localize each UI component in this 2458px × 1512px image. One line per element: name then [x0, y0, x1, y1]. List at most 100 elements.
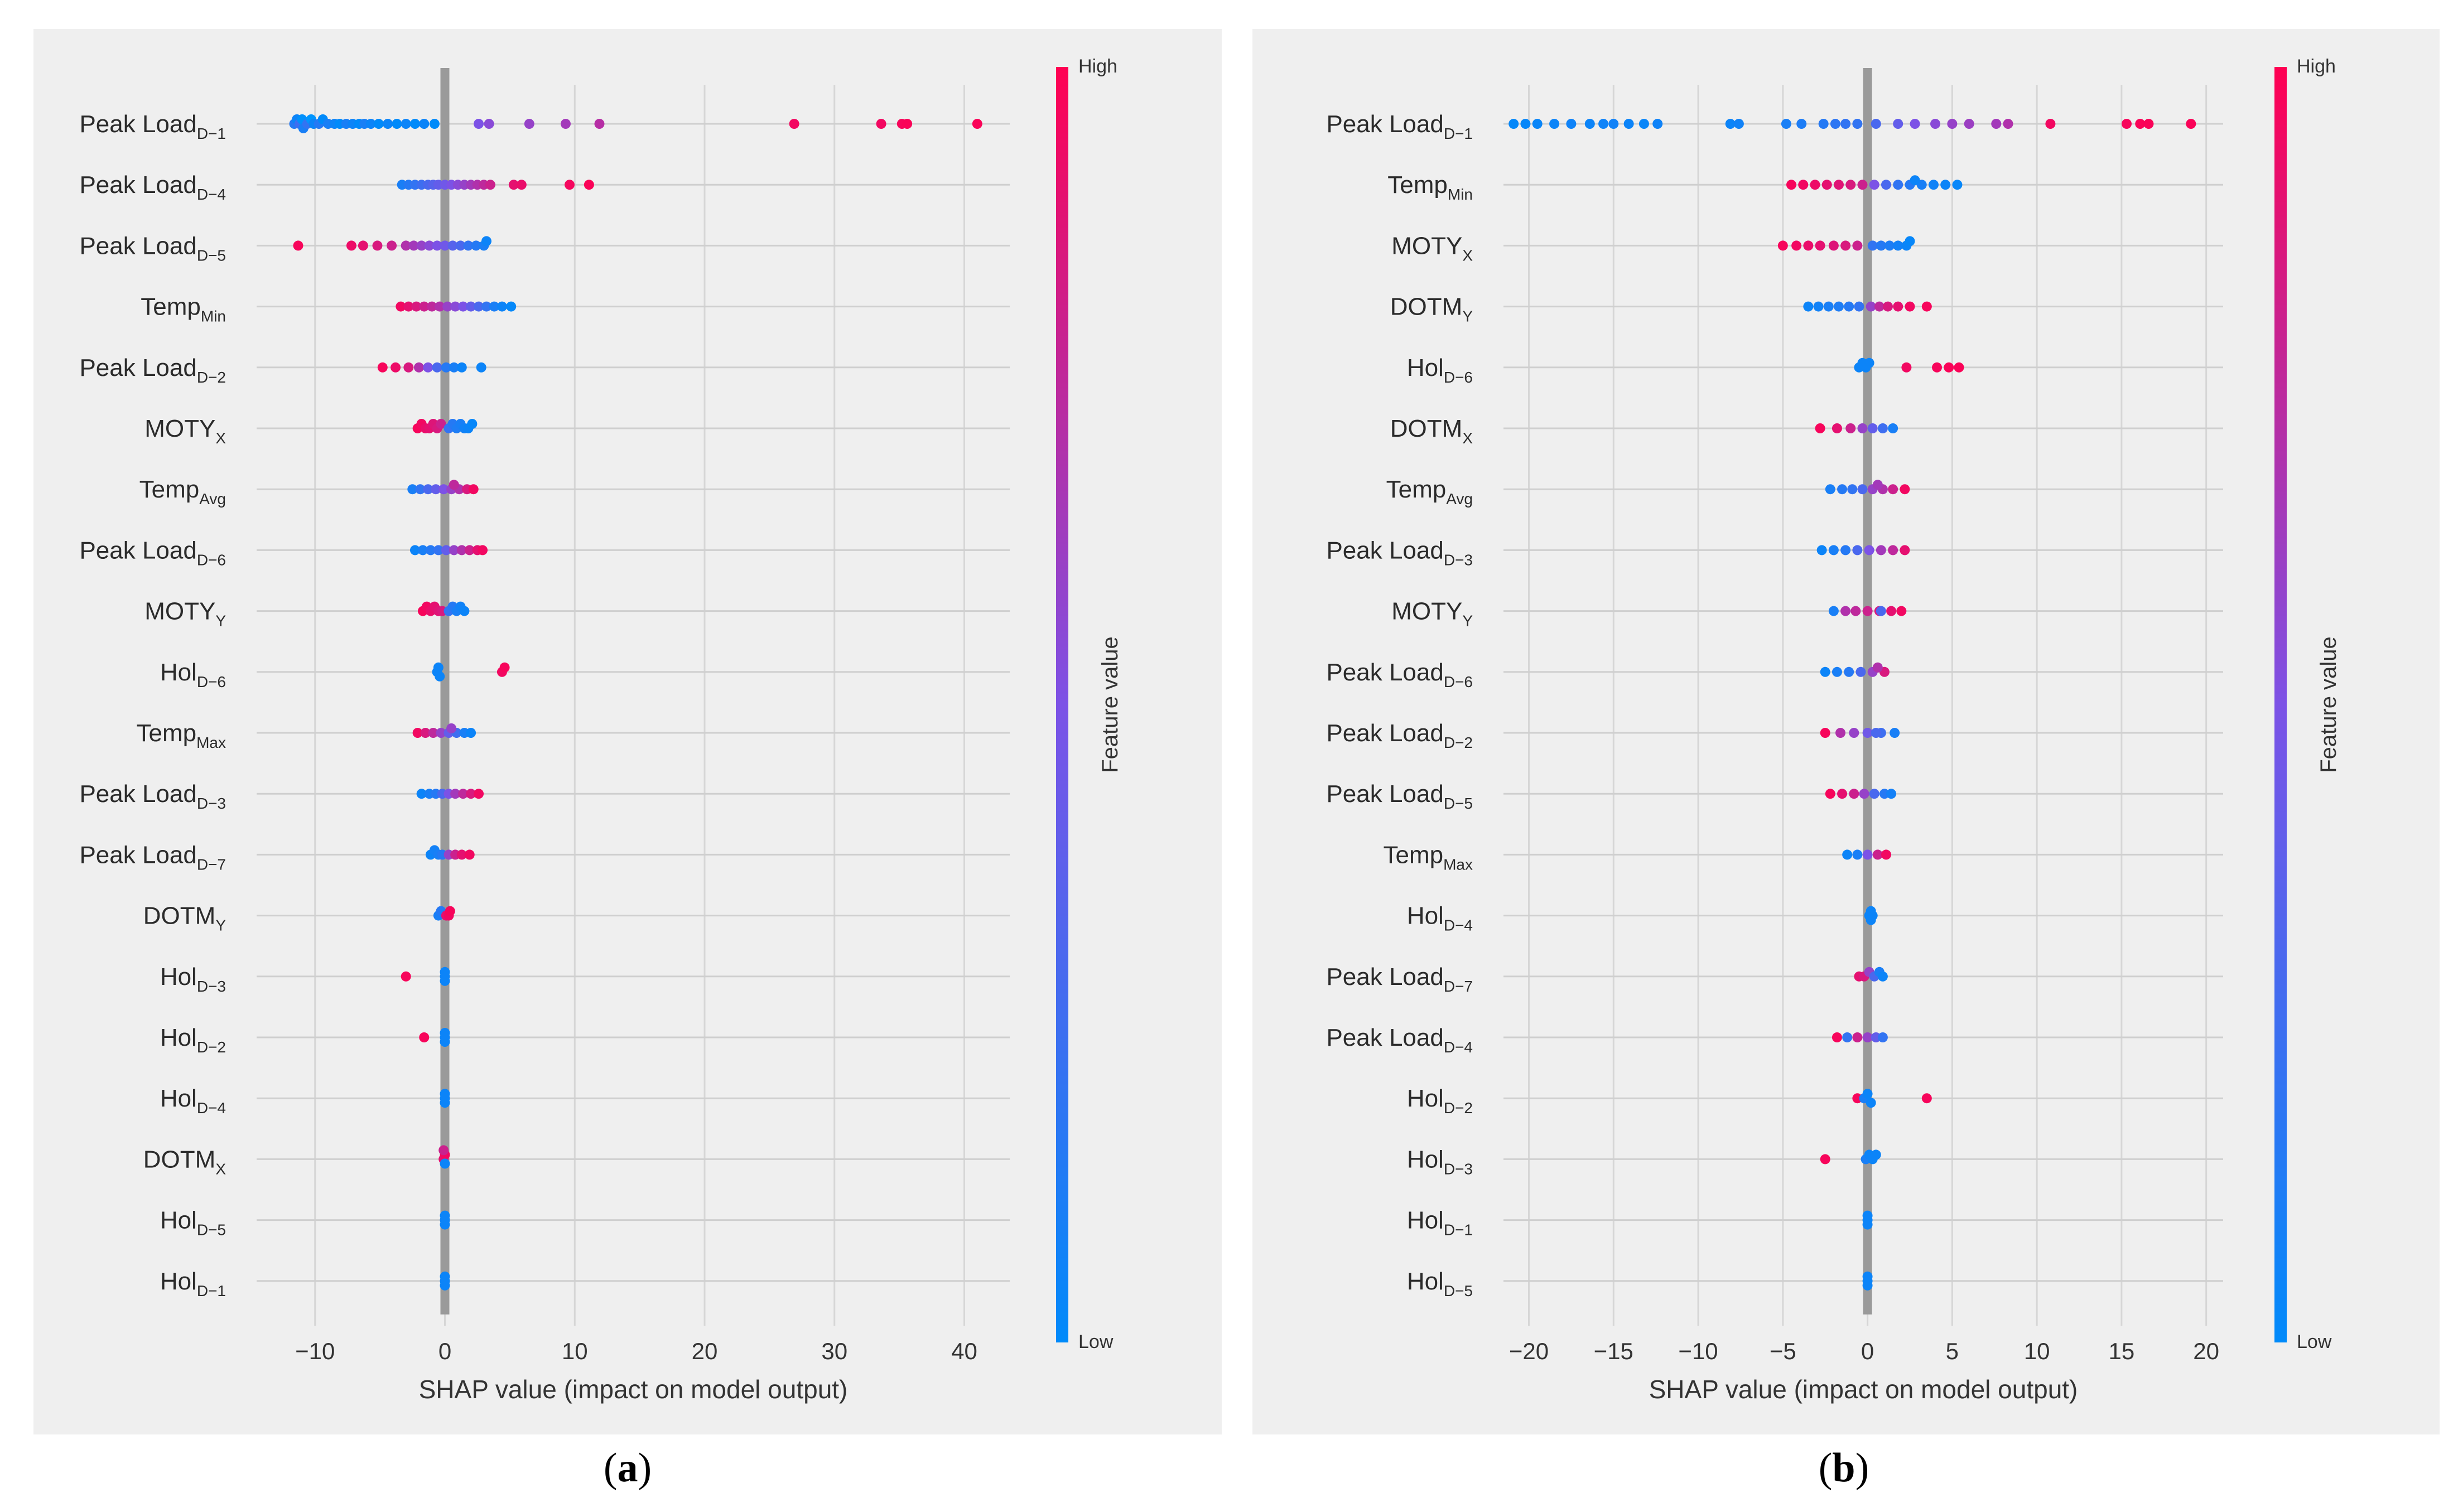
- shap-point: [1876, 606, 1886, 616]
- shap-point: [408, 240, 419, 251]
- shap-point: [438, 484, 449, 495]
- x-tick-label: 10: [2024, 1338, 2050, 1364]
- shap-point: [1901, 362, 1912, 373]
- shap-point: [458, 789, 469, 799]
- shap-point: [1566, 119, 1577, 129]
- shap-point: [293, 240, 303, 251]
- shap-point: [1893, 301, 1903, 312]
- x-tick-label: 40: [951, 1338, 977, 1364]
- shap-point: [1818, 119, 1829, 129]
- shap-point: [425, 545, 436, 555]
- shap-point: [415, 484, 426, 495]
- shap-point: [440, 967, 450, 977]
- x-tick-label: −10: [1678, 1338, 1718, 1364]
- shap-point: [1947, 119, 1958, 129]
- shap-point: [1825, 789, 1835, 799]
- shap-point: [1893, 180, 1903, 190]
- shap-point: [1862, 606, 1873, 616]
- shap-point: [447, 240, 458, 251]
- shap-point: [1844, 301, 1854, 312]
- shap-point: [1810, 180, 1820, 190]
- shap-point: [497, 301, 507, 312]
- shap-point: [1862, 1089, 1873, 1099]
- colorbar: [1056, 67, 1068, 1342]
- shap-point: [409, 545, 420, 555]
- shap-point: [1821, 180, 1832, 190]
- shap-point: [401, 240, 411, 251]
- shap-point: [2045, 119, 2056, 129]
- shap-point: [1825, 484, 1835, 495]
- shap-point: [1854, 301, 1864, 312]
- feature-label: HolD−3: [1407, 1146, 1473, 1177]
- shap-point: [440, 1089, 450, 1099]
- shap-point: [433, 662, 444, 673]
- shap-point: [445, 906, 455, 916]
- shap-point: [403, 362, 414, 373]
- shap-point: [1652, 119, 1663, 129]
- shap-point: [560, 119, 571, 129]
- feature-label: Peak LoadD−2: [79, 354, 226, 386]
- shap-point: [373, 119, 384, 129]
- shap-point: [1598, 119, 1609, 129]
- shap-point: [1803, 301, 1814, 312]
- shap-point: [1849, 728, 1859, 738]
- feature-label: Peak LoadD−3: [1326, 537, 1473, 568]
- shap-point: [1849, 789, 1859, 799]
- shap-point: [1850, 606, 1861, 616]
- shap-point: [1883, 301, 1893, 312]
- shap-point: [478, 545, 488, 555]
- shap-point: [1867, 423, 1878, 433]
- shap-point: [419, 119, 430, 129]
- shap-point: [419, 301, 430, 312]
- feature-label: MOTYX: [144, 415, 226, 447]
- shap-point: [481, 301, 491, 312]
- shap-point: [407, 484, 418, 495]
- feature-label: HolD−6: [160, 659, 226, 690]
- shap-point: [440, 1098, 450, 1108]
- shap-point: [449, 480, 459, 490]
- shap-point: [1862, 1032, 1873, 1042]
- shap-point: [1840, 606, 1851, 616]
- feature-label: Peak LoadD−3: [79, 780, 226, 812]
- x-tick-label: −10: [295, 1338, 335, 1364]
- shap-point: [1952, 180, 1963, 190]
- shap-point: [392, 119, 402, 129]
- shap-point: [436, 419, 446, 429]
- shap-point: [1532, 119, 1543, 129]
- shap-point: [1871, 119, 1881, 129]
- shap-point: [1638, 119, 1649, 129]
- shap-point: [1874, 301, 1885, 312]
- shap-point: [1857, 180, 1868, 190]
- shap-point: [1866, 915, 1876, 925]
- shap-point: [1830, 119, 1840, 129]
- shap-point: [456, 849, 467, 860]
- feature-label: HolD−3: [160, 963, 226, 995]
- shap-point: [440, 1271, 450, 1282]
- shap-point: [466, 789, 476, 799]
- feature-label: Peak LoadD−6: [1326, 659, 1473, 690]
- shap-point: [441, 362, 451, 373]
- shap-point: [432, 362, 442, 373]
- shap-point: [1886, 789, 1897, 799]
- shap-point: [471, 240, 481, 251]
- shap-point: [450, 301, 461, 312]
- shap-point: [1877, 971, 1888, 982]
- shap-point: [1871, 1149, 1881, 1160]
- feature-label: Peak LoadD−5: [1326, 780, 1473, 812]
- shap-point: [466, 728, 476, 738]
- panel-a: Peak LoadD−1 Peak LoadD−4 Peak LoadD−5 Temp…: [33, 29, 1222, 1434]
- shap-point: [1862, 728, 1873, 738]
- feature-label: TempMin: [141, 293, 226, 325]
- shap-point: [423, 362, 433, 373]
- feature-label: DOTMX: [143, 1146, 226, 1177]
- shap-point: [1940, 180, 1951, 190]
- feature-label: HolD−6: [1407, 354, 1473, 386]
- shap-point: [420, 728, 431, 738]
- feature-label: Peak LoadD−2: [1326, 719, 1473, 751]
- feature-label: HolD−5: [160, 1207, 226, 1239]
- shap-point: [417, 545, 428, 555]
- shap-point: [1910, 175, 1920, 186]
- shap-point: [450, 789, 461, 799]
- shap-point: [1798, 180, 1809, 190]
- x-tick-label: 20: [692, 1338, 718, 1364]
